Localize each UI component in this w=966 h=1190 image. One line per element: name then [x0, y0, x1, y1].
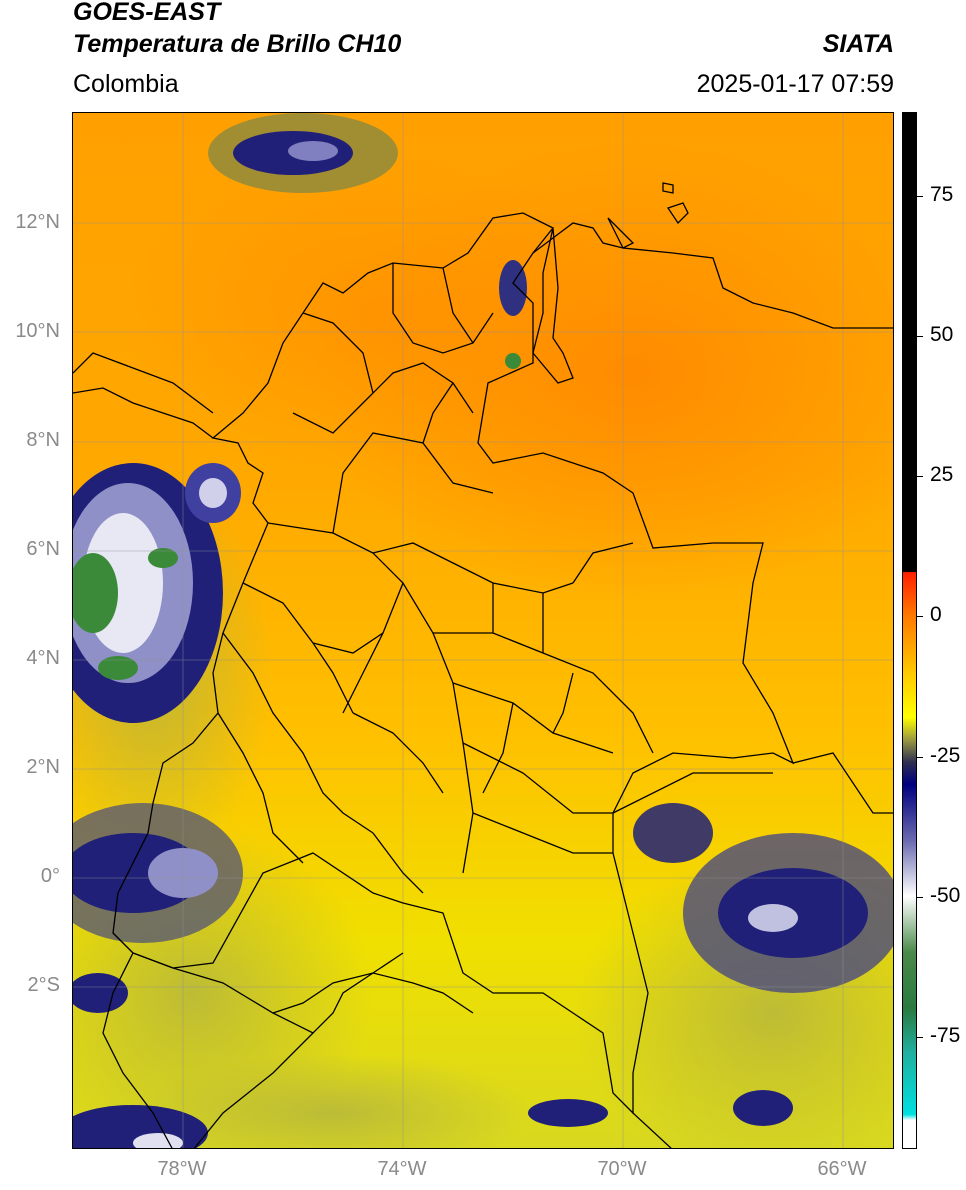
cloud-small-nevada	[499, 260, 527, 369]
lon-label-70w: 70°W	[597, 1158, 647, 1180]
satellite-title: GOES-EAST	[73, 0, 221, 26]
lat-label-2n: 2°N	[26, 756, 60, 778]
borders	[73, 182, 893, 1148]
colorbar-label: 50	[930, 323, 954, 347]
cloud-cluster-west	[73, 463, 241, 723]
satellite-map	[72, 112, 894, 1149]
colorbar-label: 25	[930, 463, 954, 487]
colorbar-tick	[917, 476, 923, 478]
lat-label-10n: 10°N	[15, 320, 60, 342]
region-label: Colombia	[73, 70, 179, 98]
lat-label-2s: 2°S	[27, 974, 60, 996]
colorbar-tick	[917, 196, 923, 198]
lon-label-78w: 78°W	[157, 1158, 207, 1180]
datetime-label: 2025-01-17 07:59	[696, 70, 894, 98]
colorbar-tick	[917, 896, 923, 898]
graticule	[73, 113, 893, 1148]
colorbar-label: 75	[930, 183, 954, 207]
lat-label-4n: 4°N	[26, 647, 60, 669]
colorbar-label: -75	[930, 1023, 961, 1047]
lon-label-66w: 66°W	[817, 1158, 867, 1180]
colorbar-tick	[917, 336, 923, 338]
lon-label-74w: 74°W	[377, 1158, 427, 1180]
colorbar-label: -25	[930, 743, 961, 767]
cool-zone-s	[133, 1053, 533, 1148]
cloud-cluster-southeast	[528, 803, 893, 1127]
colorbar-tick	[917, 756, 923, 758]
colorbar-tick	[917, 616, 923, 618]
warm-region-west	[123, 153, 623, 473]
lat-label-12n: 12°N	[15, 211, 60, 233]
cloud-cluster-north	[208, 113, 398, 193]
lat-label-0: 0°	[40, 865, 60, 887]
product-title: Temperatura de Brillo CH10	[73, 30, 402, 58]
organization-label: SIATA	[822, 30, 894, 58]
colorbar-label: -50	[930, 883, 961, 907]
lat-label-8n: 8°N	[26, 429, 60, 451]
colorbar-label: 0	[930, 603, 942, 627]
map-canvas	[73, 113, 893, 1148]
colorbar-tick	[917, 1036, 923, 1038]
lat-label-6n: 6°N	[26, 538, 60, 560]
colorbar	[902, 112, 917, 1149]
